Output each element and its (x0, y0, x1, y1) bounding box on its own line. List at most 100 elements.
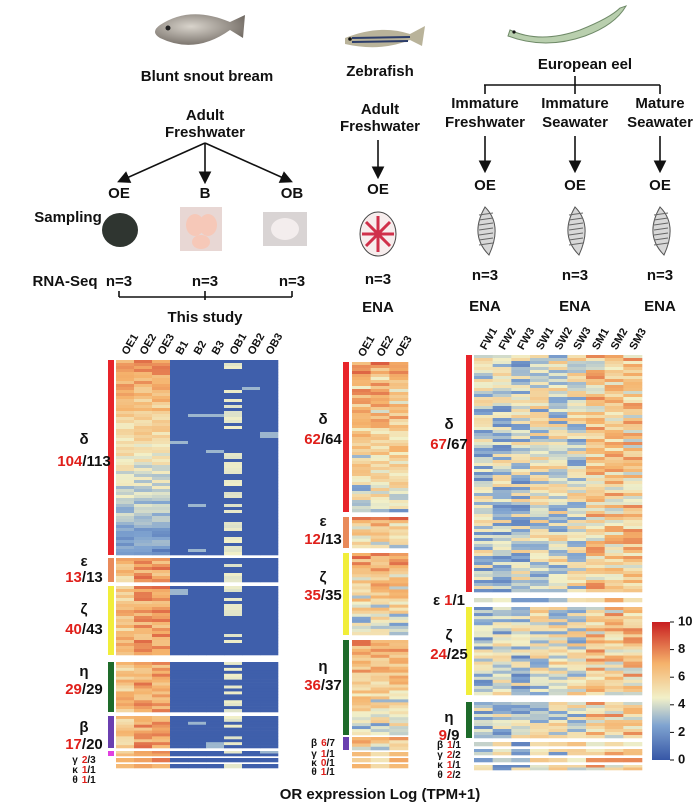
heatmap-cell (134, 727, 153, 731)
heatmap-cell (134, 558, 153, 562)
heatmap-cell (548, 637, 568, 641)
heatmap-cell (623, 752, 643, 756)
heatmap-cell (134, 546, 153, 550)
heatmap-cell (548, 723, 568, 727)
heatmap-cell (586, 424, 605, 428)
heatmap-cell (116, 372, 135, 376)
heatmap-cell (224, 420, 243, 424)
heatmap-cell (530, 547, 549, 551)
heatmap-cell (567, 379, 587, 383)
heatmap-cell (260, 676, 279, 680)
heatmap-cell (623, 409, 643, 413)
heatmap-cell (260, 607, 279, 611)
heatmap-cell (224, 468, 243, 472)
heatmap-cell (116, 417, 135, 421)
heatmap-cell (567, 361, 587, 365)
heatmap-cell (474, 583, 493, 587)
heatmap-cell (474, 655, 493, 659)
heatmap-cell (548, 442, 568, 446)
heatmap-cell (474, 705, 493, 709)
heatmap-cell (170, 628, 189, 632)
heatmap-cell (530, 460, 549, 464)
heatmap-cell (492, 424, 512, 428)
heatmap-cell (511, 646, 531, 650)
heatmap-cell (260, 739, 279, 743)
heatmap-cell (586, 373, 605, 377)
heatmap-cell (530, 649, 549, 653)
heatmap-cell (604, 508, 624, 512)
heatmap-cell (530, 598, 549, 603)
heatmap-cell (116, 616, 135, 620)
heatmap-cell (623, 385, 643, 389)
heatmap-cell (586, 541, 605, 545)
heatmap-cell (242, 619, 261, 623)
heatmap-cell (511, 406, 531, 410)
heatmap-cell (242, 664, 261, 669)
heatmap-cell (170, 549, 189, 553)
family-count: 104/113 (57, 453, 110, 470)
heatmap-cell (134, 664, 153, 669)
heatmap-cell (188, 673, 207, 677)
heatmap-cell (474, 622, 493, 626)
heatmap-cell (604, 616, 624, 620)
heatmap-cell (260, 495, 279, 499)
heatmap-cell (260, 501, 279, 505)
heatmap-cell (567, 388, 587, 392)
heatmap-cell (260, 516, 279, 520)
heatmap-cell (206, 453, 225, 457)
heatmap-cell (492, 729, 512, 733)
heatmap-cell (548, 355, 568, 359)
heatmap-cell (260, 456, 279, 460)
heatmap-cell (548, 370, 568, 374)
heatmap-cell (623, 382, 643, 386)
heatmap-cell (389, 696, 409, 700)
heatmap-cell (586, 526, 605, 530)
heatmap-cell (511, 409, 531, 413)
heatmap-cell (623, 571, 643, 575)
heatmap-cell (224, 576, 243, 580)
heatmap-cell (224, 670, 243, 675)
heatmap-cell (224, 688, 243, 692)
heatmap-cell (242, 537, 261, 541)
heatmap-cell (224, 522, 243, 526)
heatmap-cell (116, 369, 135, 373)
tissue-label: OE (108, 185, 130, 202)
family-count: β 1/1 (437, 740, 461, 751)
heatmap-cell (511, 442, 531, 446)
heatmap-cell (260, 682, 279, 686)
heatmap-cell (370, 708, 390, 712)
heatmap-cell (370, 648, 390, 653)
heatmap-cell (389, 538, 409, 543)
heatmap-cell (511, 358, 531, 362)
heatmap-cell (511, 580, 531, 584)
heatmap-cell (623, 765, 643, 768)
heatmap-cell (206, 628, 225, 632)
family-symbol: ζ (81, 601, 88, 618)
heatmap-cell (567, 631, 587, 635)
heatmap-cell (152, 450, 171, 454)
heatmap-cell (224, 540, 243, 544)
heatmap-cell (389, 717, 409, 721)
heatmap-cell (116, 709, 135, 713)
heatmap-cell (134, 592, 153, 596)
heatmap-cell (242, 753, 261, 757)
heatmap-cell (492, 478, 512, 482)
heatmap-cell (370, 690, 390, 694)
heatmap-cell (389, 699, 409, 703)
heatmap-cell (492, 667, 512, 672)
heatmap-cell (548, 544, 568, 548)
column-label: FW3 (515, 326, 537, 352)
heatmap-cell (548, 469, 568, 473)
heatmap-cell (492, 541, 512, 545)
heatmap-cell (586, 664, 605, 668)
heatmap-cell (352, 574, 371, 578)
heatmap-cell (548, 749, 568, 753)
heatmap-cell (530, 364, 549, 368)
heatmap-cell (170, 601, 189, 605)
heatmap-cell (260, 399, 279, 403)
heatmap-cell (389, 589, 409, 593)
family-symbol: ζ (446, 627, 453, 644)
heatmap-cell (134, 745, 153, 749)
heatmap-cell (206, 372, 225, 376)
heatmap-cell (188, 444, 207, 448)
